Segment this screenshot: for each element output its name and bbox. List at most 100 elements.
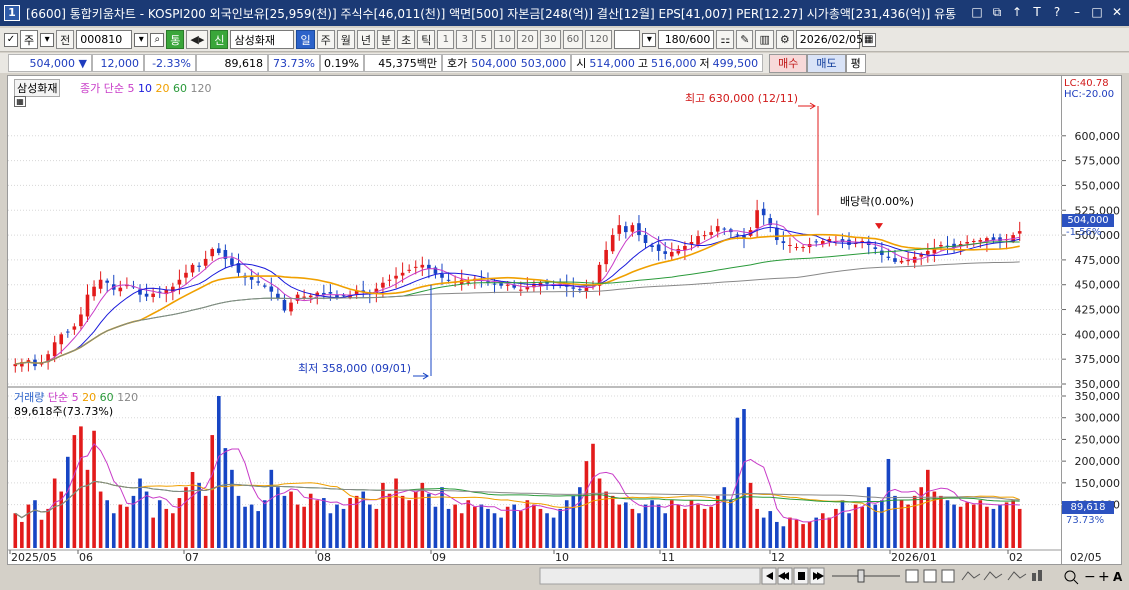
step-3-button[interactable]: 3 <box>456 30 474 49</box>
price-axis[interactable]: 600,000 575,000 550,000 525,000 500,000 475,0… <box>1062 75 1122 565</box>
sell-button[interactable]: 매도 <box>807 53 846 73</box>
candle-body <box>932 248 937 254</box>
step-1-button[interactable]: 1 <box>437 30 455 49</box>
period-tick-button[interactable]: 틱 <box>417 30 436 49</box>
buy-button[interactable]: 매수 <box>769 53 808 73</box>
candle-body <box>236 263 241 273</box>
period-type-select[interactable]: 주 <box>20 30 39 49</box>
candle-body <box>387 279 392 281</box>
close-icon[interactable]: ✕ <box>1111 5 1123 19</box>
scroll-first-button[interactable] <box>761 567 777 585</box>
volume-bar <box>157 500 162 548</box>
period-second-button[interactable]: 초 <box>397 30 416 49</box>
minimize-icon[interactable]: – <box>1074 5 1080 19</box>
search-icon[interactable]: ⌕ <box>150 32 165 47</box>
indicator-icon[interactable]: ⚏ <box>716 30 735 49</box>
draw-tool-icon[interactable]: ✎ <box>736 30 754 49</box>
candle-body <box>466 281 471 283</box>
volume-bar <box>249 504 254 548</box>
scroll-track[interactable] <box>539 567 761 585</box>
period-year-button[interactable]: 년 <box>356 30 375 49</box>
shin-button[interactable]: 신 <box>210 30 229 49</box>
view-icons[interactable] <box>905 569 1042 583</box>
volume-bar <box>308 493 313 548</box>
compare-icon[interactable]: ▥ <box>755 30 774 49</box>
sound-icon[interactable]: ◀▸ <box>186 30 209 49</box>
step-30-button[interactable]: 30 <box>539 30 561 49</box>
volume-bar <box>505 506 510 548</box>
count-display[interactable]: 180/600 <box>658 30 715 49</box>
period-week-button[interactable]: 주 <box>316 30 335 49</box>
help-icon[interactable]: ? <box>1053 5 1061 19</box>
x-axis-label: 2026/01 <box>891 551 937 564</box>
scroll-next-button[interactable] <box>809 567 825 585</box>
link-checkbox[interactable]: ✓ <box>4 32 18 47</box>
period-minute-button[interactable]: 분 <box>376 30 396 49</box>
volume-bar <box>926 469 930 548</box>
font-icon[interactable]: T <box>1033 5 1041 19</box>
volume-bar <box>801 524 805 548</box>
tong-button[interactable]: 통 <box>166 30 185 49</box>
step-dropdown-icon[interactable]: ▾ <box>642 32 657 47</box>
grid-icon[interactable]: ▦ <box>14 96 26 107</box>
title-buttons: □ ⧉ ↑ T ? – □ ✕ <box>969 4 1125 20</box>
candle-body <box>262 285 267 287</box>
step-10-button[interactable]: 10 <box>494 30 516 49</box>
candle-body <box>177 279 182 285</box>
candle-body <box>637 223 641 236</box>
candle-body <box>945 245 950 247</box>
settings-gear-icon[interactable]: ⚙ <box>775 30 794 49</box>
zoom-out-icon[interactable]: − <box>1084 569 1096 585</box>
candle-body <box>906 259 910 262</box>
candle-body <box>663 251 668 254</box>
code-dropdown-icon[interactable]: ▾ <box>134 32 149 47</box>
period-month-button[interactable]: 월 <box>336 30 355 49</box>
stock-code-input[interactable]: 000810 <box>76 30 133 49</box>
custom-step-input[interactable] <box>614 30 641 49</box>
step-120-button[interactable]: 120 <box>585 30 613 49</box>
candle-body <box>144 293 149 297</box>
window-number[interactable]: 1 <box>4 5 20 21</box>
volume-bar <box>985 506 989 548</box>
volume-bar <box>709 506 713 548</box>
stock-tag[interactable]: 삼성화재 <box>17 82 58 95</box>
candle-body <box>860 241 864 243</box>
chart-area[interactable]: 2025/05 06 07 08 09 10 11 12 2026/01 02 삼성화재 종가 단… <box>7 75 1063 565</box>
volume-bar <box>906 504 910 548</box>
zoom-in-icon[interactable]: + <box>1098 569 1110 585</box>
prev-button[interactable]: 전 <box>56 30 75 49</box>
volume-bar <box>184 487 188 548</box>
volume-bar <box>1017 508 1022 548</box>
volume-bar <box>807 521 812 548</box>
maximize-icon[interactable]: □ <box>1091 5 1103 19</box>
volume-bar <box>558 508 562 548</box>
zoom-slider[interactable] <box>832 569 900 583</box>
dropdown-icon[interactable]: ▾ <box>40 32 55 47</box>
volume-bar <box>466 500 471 548</box>
scroll-stop-button[interactable] <box>793 567 809 585</box>
cascade-icon[interactable]: ⧉ <box>992 5 1002 19</box>
average-button[interactable]: 평 <box>845 53 866 73</box>
candle-body <box>486 281 490 283</box>
calendar-icon[interactable]: ▦ <box>861 32 876 47</box>
volume-bar <box>761 517 766 548</box>
candle-body <box>46 354 50 363</box>
zoom-reset-icon[interactable] <box>1064 570 1079 585</box>
date-input[interactable]: 2026/02/05 <box>795 30 863 49</box>
step-60-button[interactable]: 60 <box>562 30 584 49</box>
pin-icon[interactable]: ↑ <box>1011 5 1023 19</box>
volume-bar <box>571 495 576 548</box>
ma120-line <box>15 261 1020 365</box>
scroll-prev-button[interactable] <box>777 567 793 585</box>
restore-icon[interactable]: □ <box>971 5 983 19</box>
period-day-button[interactable]: 일 <box>296 30 315 49</box>
volume-bar <box>834 508 838 548</box>
volume-bar <box>52 478 57 548</box>
step-20-button[interactable]: 20 <box>517 30 538 49</box>
auto-scale-icon[interactable]: A <box>1113 570 1123 584</box>
volume-bar <box>171 513 175 548</box>
volume-legend: 거래량 단순 5 20 60 120 <box>14 389 138 405</box>
step-5-button[interactable]: 5 <box>475 30 493 49</box>
price-legend-prefix: 종가 단순 <box>80 82 124 95</box>
candle-body <box>1017 231 1022 234</box>
